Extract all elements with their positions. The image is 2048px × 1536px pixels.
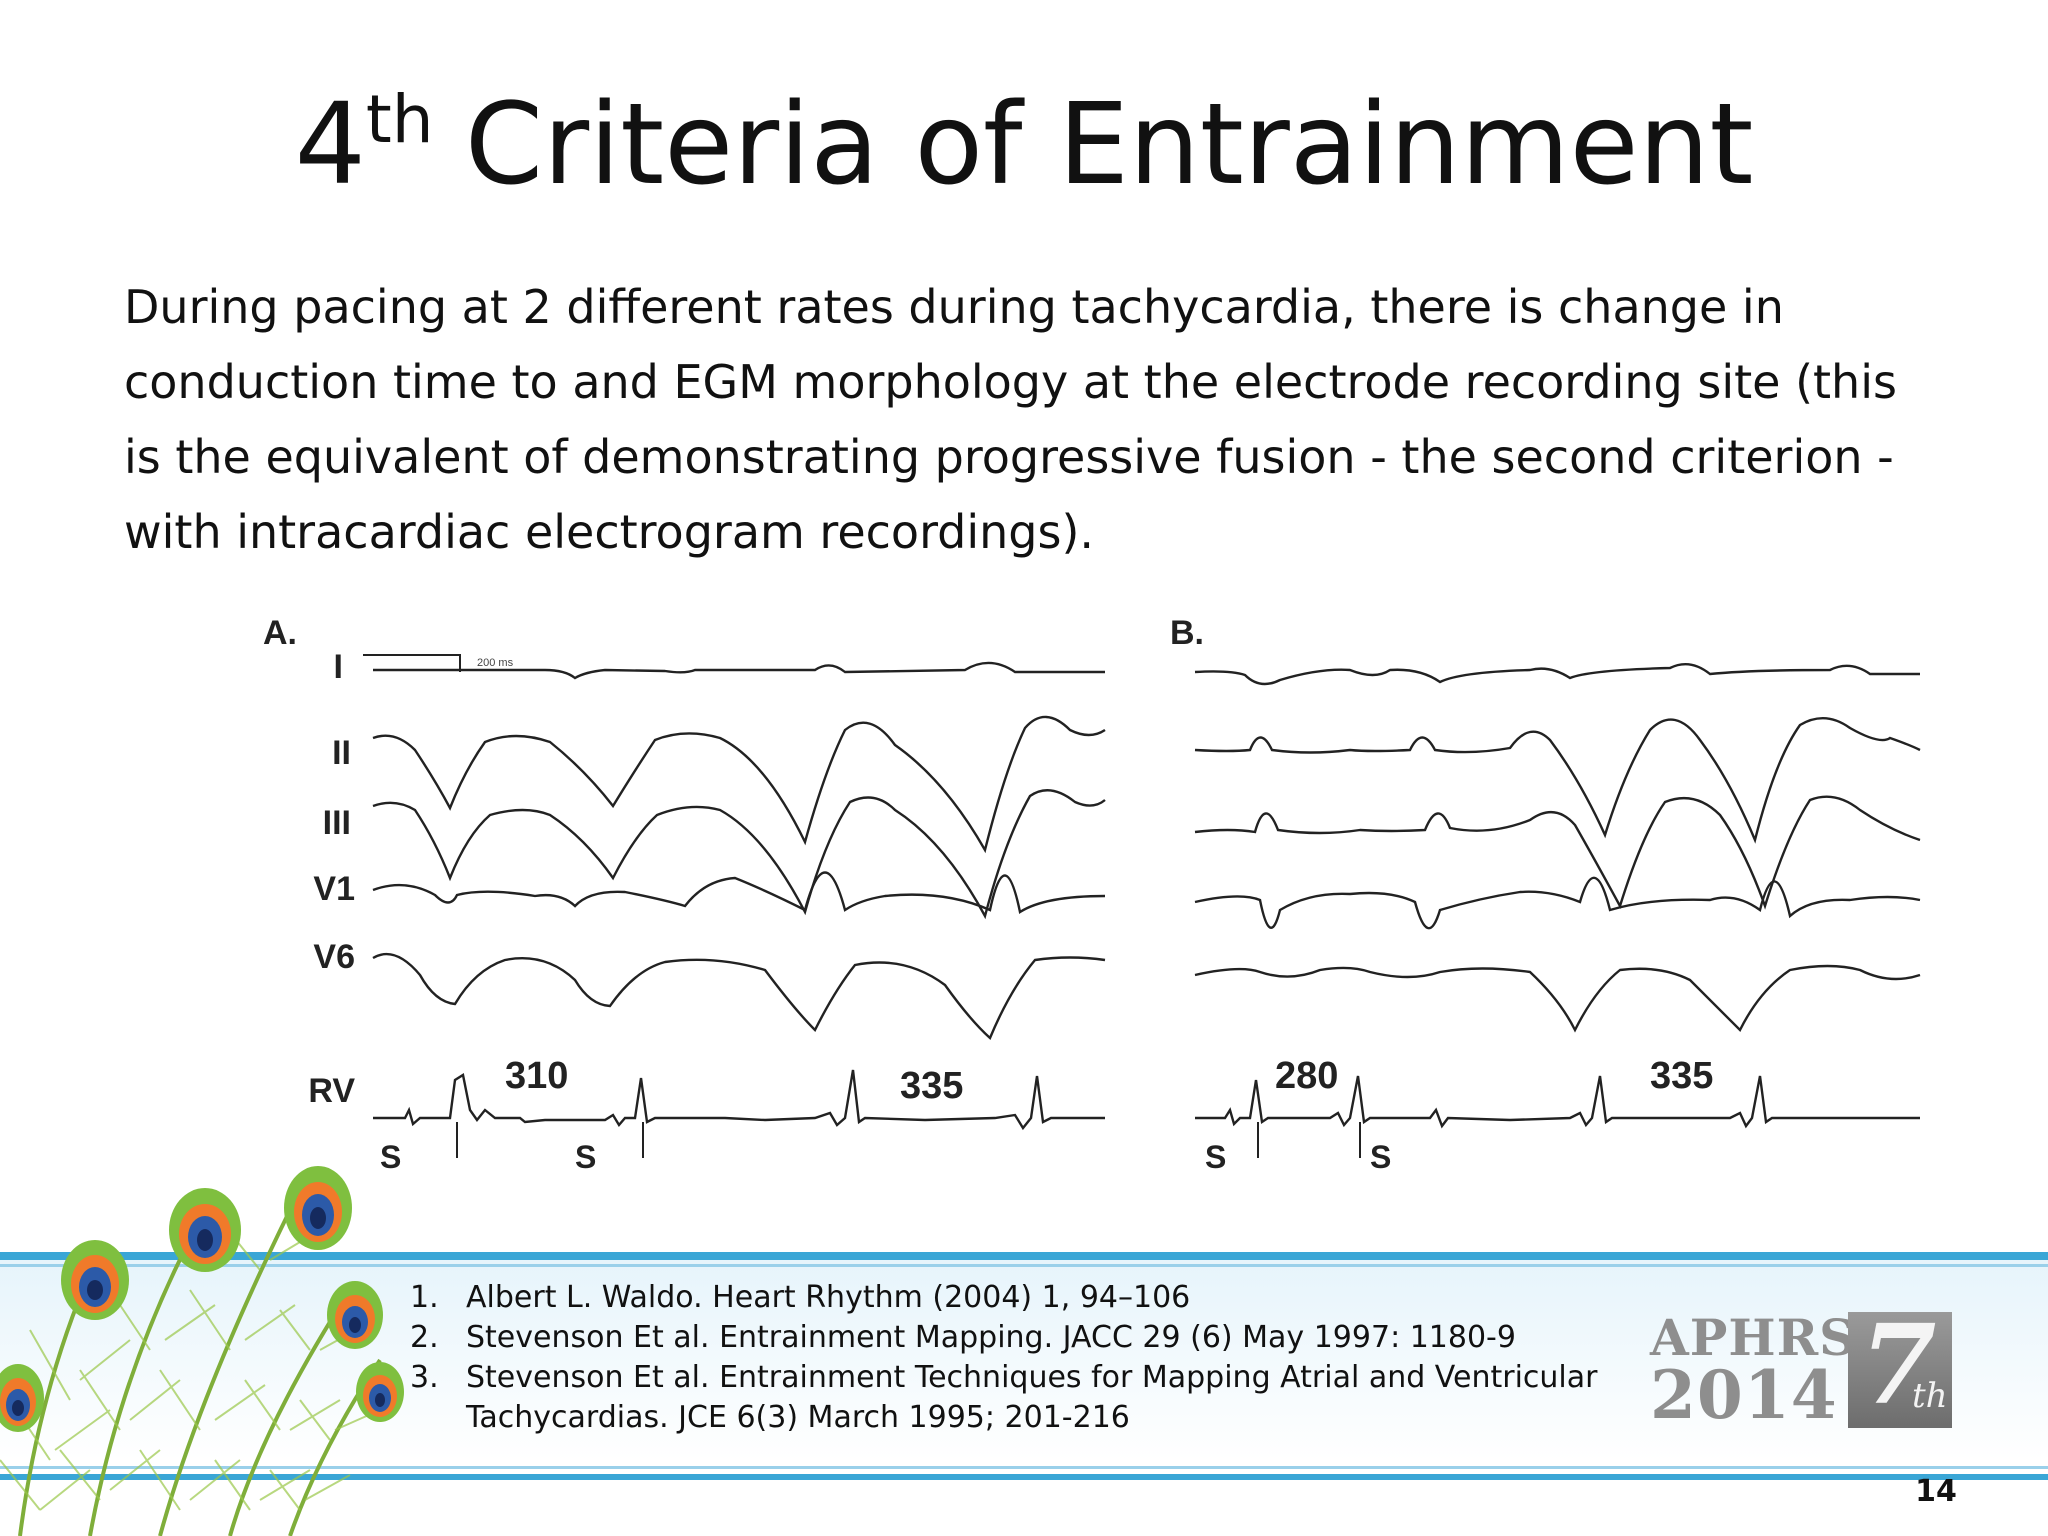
reference-number: 3. xyxy=(410,1360,439,1395)
trace-lead-ii-b xyxy=(1194,717,1921,844)
feather-eye xyxy=(169,1188,241,1272)
panel-b: B. 280 335 S S xyxy=(1150,610,1930,1180)
panel-a: A. I II III V1 V6 RV 200 ms xyxy=(245,610,1125,1180)
body-line: is the equivalent of demonstrating progr… xyxy=(124,430,1894,484)
body-line: During pacing at 2 different rates durin… xyxy=(124,280,1784,334)
aphrs-logo: APHRS 2014 7 th xyxy=(1650,1300,1962,1434)
body-line: with intracardiac electrogram recordings… xyxy=(124,505,1095,559)
interval-280: 280 xyxy=(1275,1055,1338,1097)
interval-310: 310 xyxy=(505,1055,568,1097)
lead-label-i: I xyxy=(334,648,343,686)
lead-label-v6: V6 xyxy=(313,938,355,976)
interval-335: 335 xyxy=(1650,1055,1713,1097)
reference-number: 2. xyxy=(410,1320,439,1355)
reference-text: Albert L. Waldo. Heart Rhythm (2004) 1, … xyxy=(466,1280,1191,1315)
logo-edition-badge: 7 th xyxy=(1848,1300,1952,1429)
body-paragraph: During pacing at 2 different rates durin… xyxy=(124,270,1964,570)
trace-rv-a xyxy=(373,1069,1105,1131)
slide-title: 4th Criteria of Entrainment xyxy=(0,78,2048,212)
reference-number: 1. xyxy=(410,1280,439,1315)
interval-335: 335 xyxy=(900,1065,963,1107)
logo-edition-number: 7 xyxy=(1860,1300,1937,1429)
peacock-feathers-decoration xyxy=(0,1166,404,1536)
trace-lead-v1-b xyxy=(1194,876,1921,930)
reference-item: 3. Stevenson Et al. Entrainment Technique… xyxy=(410,1358,1597,1398)
stim-label-s: S xyxy=(380,1139,401,1175)
logo-edition-suffix: th xyxy=(1912,1376,1948,1416)
panel-b-traces: B. 280 335 S S xyxy=(1170,614,1921,1175)
title-text: Criteria of Entrainment xyxy=(464,80,1754,210)
trace-lead-i-a xyxy=(373,661,1105,680)
lead-label-v1: V1 xyxy=(313,870,355,908)
feather-barbs xyxy=(0,1219,331,1511)
trace-lead-iii-b xyxy=(1194,795,1921,910)
reference-text: Tachycardias. JCE 6(3) March 1995; 201-2… xyxy=(466,1400,1130,1435)
logo-aphrs: APHRS xyxy=(1650,1308,1857,1367)
feather-barbs xyxy=(39,1229,381,1511)
reference-text: Stevenson Et al. Entrainment Techniques … xyxy=(466,1360,1598,1395)
trace-lead-v1-a xyxy=(372,871,1106,914)
trace-lead-iii-a xyxy=(372,789,1106,920)
scale-bar xyxy=(363,654,461,672)
feather-eye xyxy=(356,1362,404,1422)
panel-a-label: A. xyxy=(263,614,297,652)
feather-eye xyxy=(327,1281,383,1349)
lead-label-iii: III xyxy=(323,804,351,842)
scale-label: 200 ms xyxy=(477,657,514,669)
feather-eye xyxy=(0,1364,44,1432)
lead-label-ii: II xyxy=(332,734,351,772)
feather-eye xyxy=(284,1166,352,1250)
stim-label-s: S xyxy=(575,1139,596,1175)
trace-lead-v6-b xyxy=(1194,964,1921,1033)
panel-b-label: B. xyxy=(1170,614,1204,652)
reference-item: 1. Albert L. Waldo. Heart Rhythm (2004) 1… xyxy=(410,1278,1597,1318)
body-line: conduction time to and EGM morphology at… xyxy=(124,355,1897,409)
trace-lead-v6-a xyxy=(372,952,1106,1041)
stim-label-s: S xyxy=(1205,1139,1226,1175)
feather-eye xyxy=(61,1240,129,1320)
title-number: 4 xyxy=(294,80,366,210)
lead-label-rv: RV xyxy=(308,1072,355,1110)
reference-text: Stevenson Et al. Entrainment Mapping. JA… xyxy=(466,1320,1516,1355)
page-number: 14 xyxy=(1915,1474,1957,1509)
logo-year: 2014 xyxy=(1650,1356,1838,1434)
reference-item: 2. Stevenson Et al. Entrainment Mapping. … xyxy=(410,1318,1597,1358)
panel-a-traces: A. I II III V1 V6 RV 200 ms xyxy=(263,614,1106,1175)
reference-item: Tachycardias. JCE 6(3) March 1995; 201-2… xyxy=(410,1398,1597,1438)
references-list: 1. Albert L. Waldo. Heart Rhythm (2004) 1… xyxy=(410,1278,1597,1438)
stim-label-s: S xyxy=(1370,1139,1391,1175)
title-superscript: th xyxy=(365,81,434,159)
trace-lead-ii-a xyxy=(372,715,1106,854)
trace-lead-i-b xyxy=(1194,662,1920,686)
trace-rv-b xyxy=(1195,1075,1920,1129)
